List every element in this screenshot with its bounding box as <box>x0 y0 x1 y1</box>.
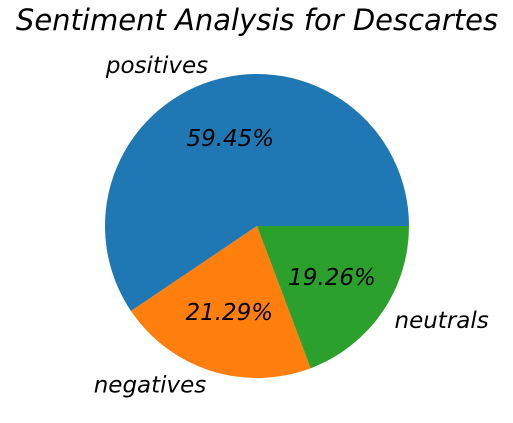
pie-category-label-negatives: negatives <box>94 372 207 398</box>
pie-value-label-negatives: 21.29% <box>185 300 273 326</box>
chart-title: Sentiment Analysis for Descartes <box>16 3 498 37</box>
pie-category-label-positives: positives <box>105 53 208 79</box>
pie-slice-negatives <box>131 226 311 378</box>
pie-slice-positives <box>104 73 409 312</box>
pie-category-label-neutrals: neutrals <box>395 308 489 334</box>
pie-value-label-positives: 59.45% <box>186 126 274 152</box>
pie-slice-neutrals <box>257 226 409 369</box>
pie-labels: 59.45% positives 21.29% negatives 19.26% neut… <box>94 53 489 398</box>
pie-value-label-neutrals: 19.26% <box>288 265 376 291</box>
pie-slices <box>104 73 409 378</box>
